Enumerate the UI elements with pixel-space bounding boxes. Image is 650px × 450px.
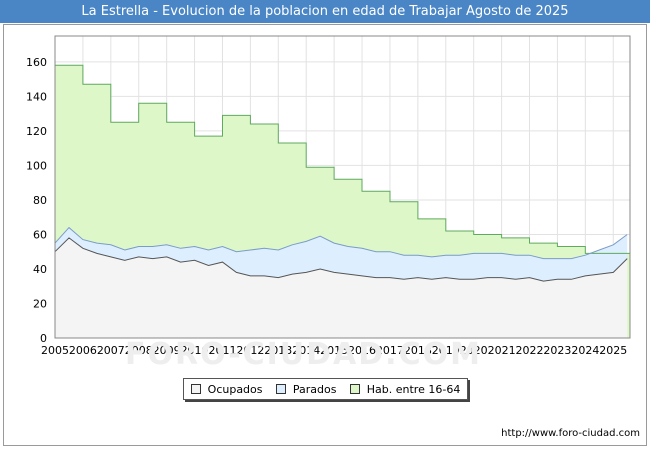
y-tick-label-3: 60 — [33, 228, 47, 241]
legend: Ocupados Parados Hab. entre 16-64 — [183, 378, 468, 400]
y-tick-label-1: 20 — [33, 297, 47, 310]
y-tick-label-0: 0 — [40, 332, 47, 345]
x-tick-label-17: 2022 — [516, 344, 544, 357]
x-tick-label-1: 2006 — [69, 344, 97, 357]
x-tick-label-14: 2019 — [432, 344, 460, 357]
x-tick-label-9: 2014 — [292, 344, 320, 357]
x-axis-ticks: 2005 2006 2007 2008 2009 2010 2011 2012 2013 2014… — [41, 344, 627, 357]
x-tick-label-11: 2016 — [348, 344, 376, 357]
x-tick-label-8: 2013 — [264, 344, 292, 357]
x-tick-label-4: 2009 — [153, 344, 181, 357]
x-tick-label-16: 2021 — [488, 344, 516, 357]
area-ocupados — [55, 237, 628, 338]
x-tick-label-3: 2008 — [125, 344, 153, 357]
x-tick-label-15: 2020 — [460, 344, 488, 357]
legend-swatch-ocupados — [190, 384, 201, 394]
legend-item-ocupados: Ocupados — [190, 382, 263, 396]
y-axis-ticks: 0 20 40 60 80 100 120 140 160 — [26, 56, 47, 345]
x-tick-label-7: 2012 — [236, 344, 264, 357]
source-link[interactable]: http://www.foro-ciudad.com — [501, 428, 640, 439]
x-tick-label-18: 2023 — [543, 344, 571, 357]
y-tick-label-2: 40 — [33, 263, 47, 276]
watermark: FORO-CIUDAD.COM — [125, 337, 482, 372]
line-parados — [54, 226, 628, 260]
legend-label-hab: Hab. entre 16-64 — [366, 382, 461, 396]
x-tick-label-13: 2018 — [404, 344, 432, 357]
y-tick-label-5: 100 — [26, 159, 47, 172]
y-tick-label-7: 140 — [26, 90, 47, 103]
x-tick-label-19: 2024 — [571, 344, 599, 357]
x-tick-label-20: 2025 — [599, 344, 627, 357]
chart-title: La Estrella - Evolucion de la poblacion … — [0, 0, 650, 23]
legend-swatch-hab — [349, 384, 360, 394]
area-parados — [55, 227, 628, 282]
legend-swatch-parados — [275, 384, 286, 394]
x-tick-label-2: 2007 — [97, 344, 125, 357]
y-tick-label-4: 80 — [33, 194, 47, 207]
legend-item-parados: Parados — [275, 382, 337, 396]
area-series — [55, 65, 630, 339]
chart-frame — [3, 24, 647, 446]
series-lines — [54, 64, 630, 282]
y-tick-label-6: 120 — [26, 125, 47, 138]
x-tick-label-5: 2010 — [181, 344, 209, 357]
legend-label-ocupados: Ocupados — [207, 382, 263, 396]
y-tick-label-8: 160 — [26, 56, 47, 69]
legend-label-parados: Parados — [292, 382, 337, 396]
plot-border — [54, 35, 631, 339]
x-tick-label-0: 2005 — [41, 344, 69, 357]
x-tick-label-12: 2017 — [376, 344, 404, 357]
x-tick-label-6: 2011 — [208, 344, 236, 357]
line-hab — [55, 64, 630, 254]
x-tick-label-10: 2015 — [320, 344, 348, 357]
legend-item-hab: Hab. entre 16-64 — [349, 382, 461, 396]
line-ocupados — [54, 237, 628, 282]
